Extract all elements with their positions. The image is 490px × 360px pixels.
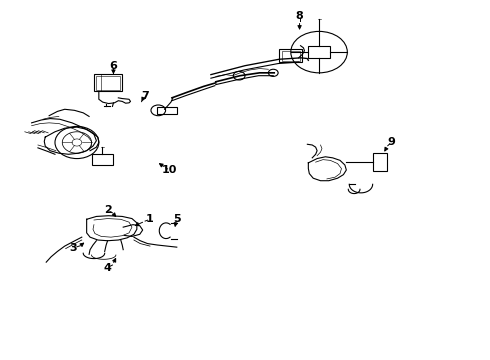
- Text: 2: 2: [104, 205, 112, 215]
- Text: 7: 7: [142, 91, 149, 101]
- Text: 1: 1: [146, 214, 154, 224]
- Text: 6: 6: [109, 61, 118, 71]
- Bar: [279, 49, 302, 62]
- Bar: [97, 76, 120, 90]
- Text: 4: 4: [104, 262, 112, 273]
- Bar: [282, 51, 300, 61]
- Bar: [308, 46, 330, 58]
- Bar: [94, 74, 122, 91]
- Text: 5: 5: [173, 214, 181, 224]
- Bar: [373, 153, 387, 171]
- Text: 10: 10: [162, 165, 177, 175]
- Text: 8: 8: [295, 11, 303, 21]
- Text: 3: 3: [70, 243, 77, 253]
- Bar: [92, 154, 114, 165]
- Text: 9: 9: [387, 138, 395, 148]
- Bar: [157, 108, 177, 114]
